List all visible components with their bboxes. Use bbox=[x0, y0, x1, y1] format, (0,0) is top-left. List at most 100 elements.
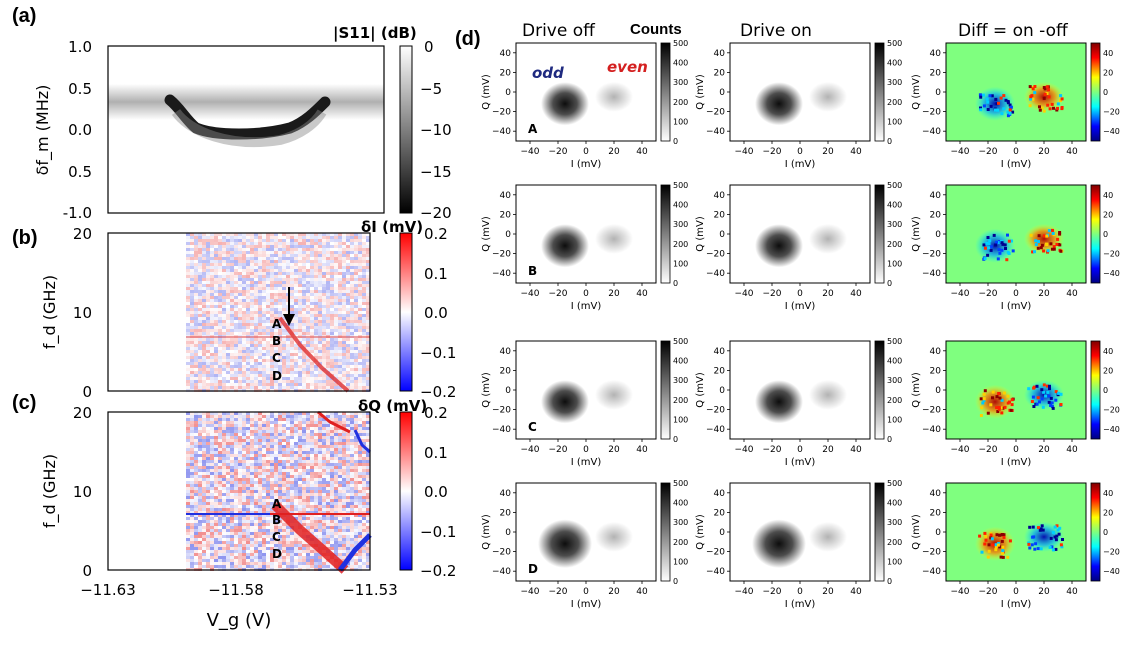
noise-cell bbox=[194, 484, 198, 487]
noise-cell bbox=[366, 433, 370, 436]
noise-cell bbox=[314, 553, 318, 556]
noise-cell bbox=[338, 371, 342, 374]
noise-cell bbox=[322, 281, 326, 284]
noise-cell bbox=[358, 290, 362, 293]
noise-cell bbox=[362, 260, 366, 263]
noise-cell bbox=[206, 502, 210, 505]
noise-cell bbox=[306, 314, 310, 317]
noise-cell bbox=[194, 353, 198, 356]
noise-cell bbox=[294, 242, 298, 245]
noise-cell bbox=[346, 547, 350, 550]
noise-cell bbox=[366, 493, 370, 496]
noise-cell bbox=[350, 505, 354, 508]
column-header-drive-on: Drive on bbox=[740, 21, 812, 41]
noise-cell bbox=[314, 433, 318, 436]
noise-cell bbox=[338, 242, 342, 245]
noise-cell bbox=[278, 466, 282, 469]
noise-cell bbox=[306, 421, 310, 424]
noise-cell bbox=[222, 248, 226, 251]
noise-cell bbox=[358, 511, 362, 514]
noise-cell bbox=[334, 421, 338, 424]
noise-cell bbox=[234, 523, 238, 526]
noise-cell bbox=[362, 412, 366, 415]
noise-cell bbox=[210, 526, 214, 529]
noise-cell bbox=[346, 523, 350, 526]
noise-cell bbox=[206, 290, 210, 293]
noise-cell bbox=[362, 374, 366, 377]
noise-cell bbox=[270, 302, 274, 305]
noise-cell bbox=[218, 299, 222, 302]
noise-cell bbox=[290, 529, 294, 532]
noise-cell bbox=[242, 550, 246, 553]
noise-cell bbox=[358, 353, 362, 356]
noise-cell bbox=[230, 248, 234, 251]
noise-cell bbox=[318, 296, 322, 299]
noise-cell bbox=[278, 293, 282, 296]
noise-cell bbox=[290, 559, 294, 562]
noise-cell bbox=[294, 236, 298, 239]
noise-cell bbox=[354, 269, 358, 272]
noise-cell bbox=[326, 424, 330, 427]
noise-cell bbox=[274, 475, 278, 478]
noise-cell bbox=[282, 502, 286, 505]
noise-cell bbox=[298, 323, 302, 326]
noise-cell bbox=[342, 263, 346, 266]
noise-cell bbox=[246, 514, 250, 517]
noise-cell bbox=[338, 338, 342, 341]
noise-cell bbox=[314, 242, 318, 245]
noise-cell bbox=[274, 547, 278, 550]
noise-cell bbox=[246, 233, 250, 236]
noise-cell bbox=[266, 469, 270, 472]
noise-cell bbox=[346, 550, 350, 553]
noise-cell bbox=[258, 269, 262, 272]
noise-cell bbox=[206, 436, 210, 439]
noise-cell bbox=[250, 490, 254, 493]
noise-cell bbox=[338, 347, 342, 350]
noise-cell bbox=[314, 436, 318, 439]
noise-cell bbox=[362, 311, 366, 314]
noise-cell bbox=[270, 415, 274, 418]
noise-cell bbox=[274, 436, 278, 439]
noise-cell bbox=[290, 371, 294, 374]
noise-cell bbox=[202, 535, 206, 538]
noise-cell bbox=[242, 377, 246, 380]
noise-cell bbox=[194, 532, 198, 535]
noise-cell bbox=[202, 433, 206, 436]
noise-cell bbox=[362, 562, 366, 565]
noise-cell bbox=[218, 350, 222, 353]
noise-cell bbox=[286, 556, 290, 559]
noise-cell bbox=[274, 383, 278, 386]
noise-cell bbox=[338, 553, 342, 556]
noise-cell bbox=[290, 257, 294, 260]
noise-cell bbox=[250, 317, 254, 320]
noise-cell bbox=[354, 457, 358, 460]
noise-cell bbox=[278, 442, 282, 445]
noise-cell bbox=[262, 505, 266, 508]
noise-cell bbox=[238, 550, 242, 553]
noise-cell bbox=[306, 332, 310, 335]
noise-cell bbox=[190, 263, 194, 266]
noise-cell bbox=[246, 424, 250, 427]
noise-cell bbox=[282, 278, 286, 281]
noise-cell bbox=[322, 565, 326, 568]
noise-cell bbox=[258, 559, 262, 562]
noise-cell bbox=[326, 451, 330, 454]
noise-cell bbox=[326, 245, 330, 248]
noise-cell bbox=[326, 541, 330, 544]
noise-cell bbox=[326, 469, 330, 472]
noise-cell bbox=[222, 356, 226, 359]
noise-cell bbox=[330, 371, 334, 374]
noise-cell bbox=[330, 239, 334, 242]
noise-cell bbox=[206, 535, 210, 538]
noise-cell bbox=[326, 415, 330, 418]
noise-cell bbox=[350, 427, 354, 430]
noise-cell bbox=[250, 457, 254, 460]
noise-cell bbox=[230, 493, 234, 496]
noise-cell bbox=[194, 308, 198, 311]
noise-cell bbox=[358, 299, 362, 302]
noise-cell bbox=[258, 565, 262, 568]
noise-cell bbox=[298, 368, 302, 371]
noise-cell bbox=[334, 320, 338, 323]
noise-cell bbox=[278, 484, 282, 487]
